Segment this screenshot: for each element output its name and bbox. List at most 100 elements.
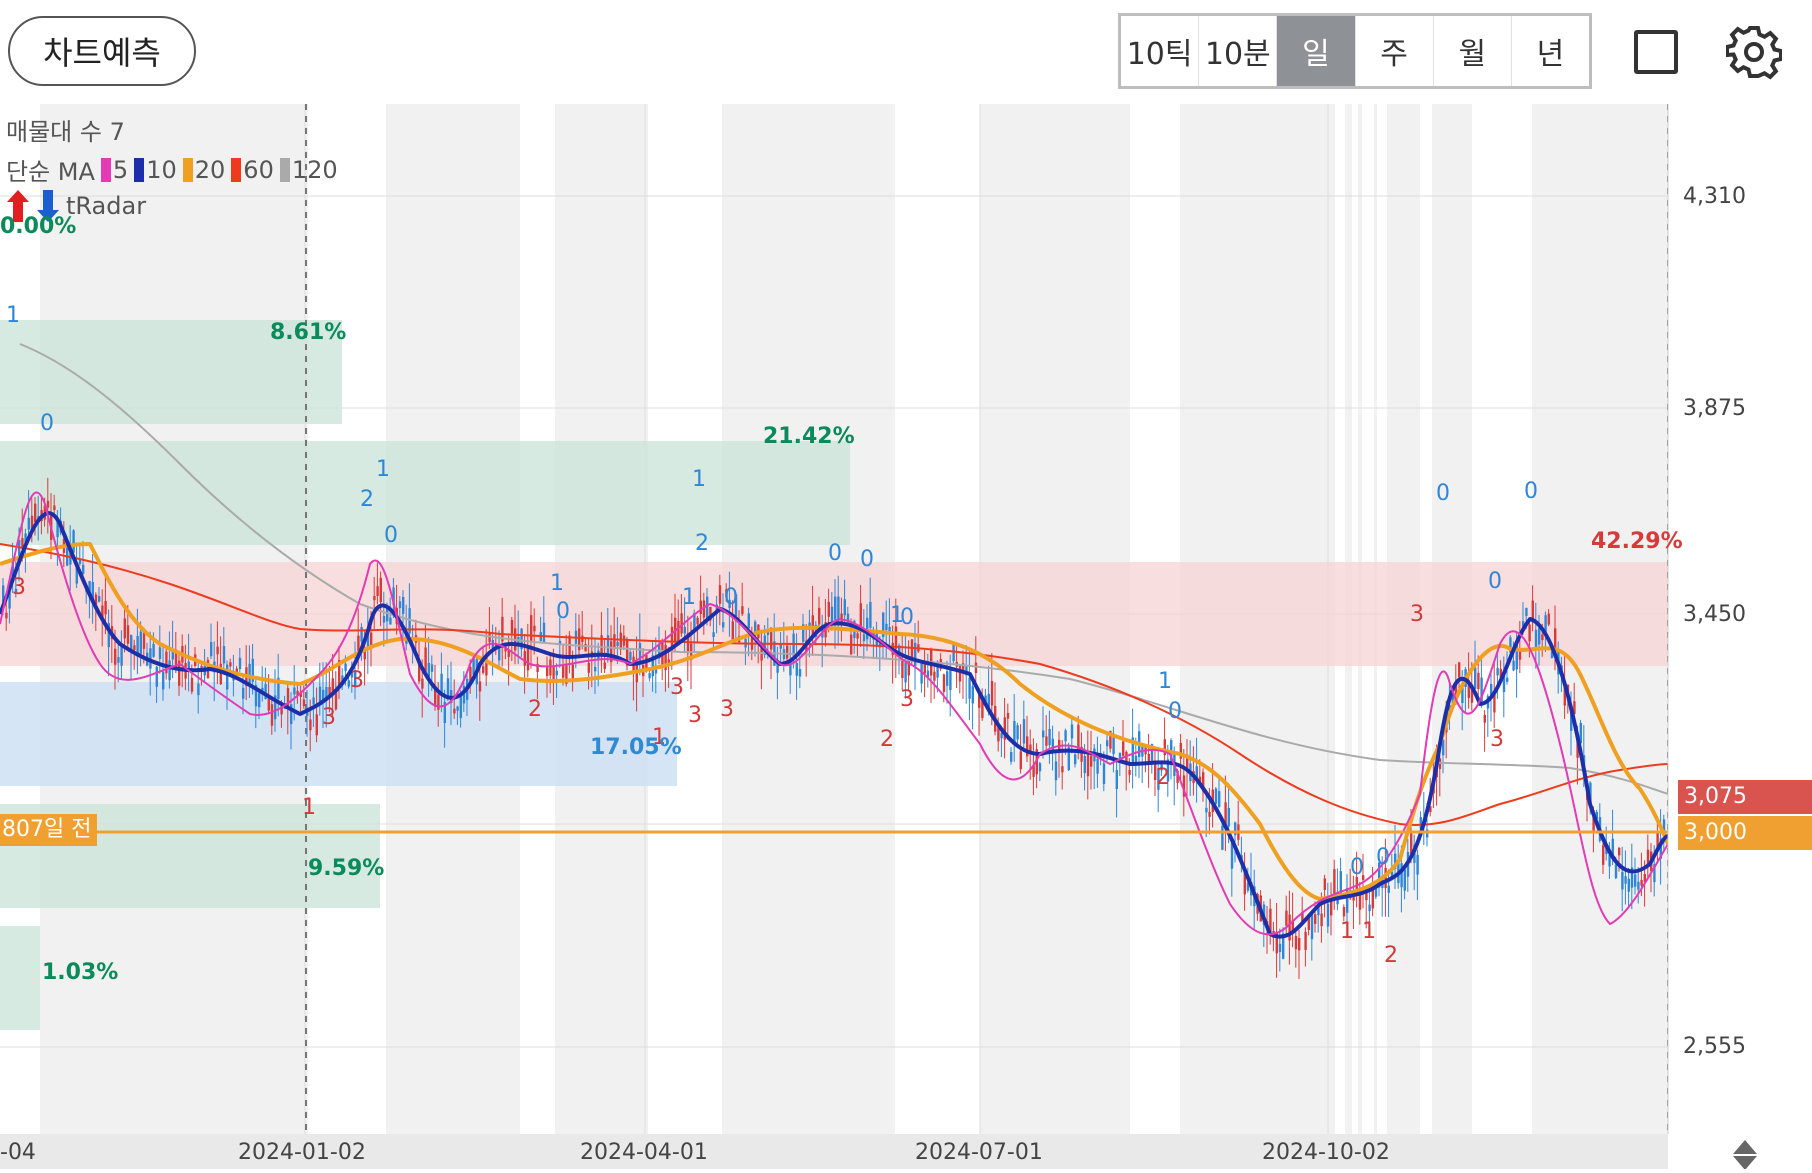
ma-120-swatch [279,157,290,182]
settings-gear-icon[interactable] [1726,24,1782,80]
signal-label: 0 [860,547,874,572]
ma-5-label: 5 [112,155,129,184]
tradar-label: tRadar [66,192,147,220]
candle-body [1496,667,1499,676]
candle-body [1656,830,1659,849]
candle-body [1176,770,1179,783]
candle-body [1160,762,1163,771]
chart-predict-button[interactable]: 차트예측 [8,16,196,86]
candle-body [763,635,766,655]
moving-averages [0,343,1670,939]
date-label-1: -04 [0,1140,36,1165]
fullscreen-square-icon[interactable] [1634,30,1678,74]
signal-label: 1 [1362,919,1376,944]
candle-body [1461,686,1464,704]
candle-body [974,662,978,674]
ma-20-swatch [182,157,193,182]
candle-body [1314,914,1317,924]
tab-daily[interactable]: 일 [1277,16,1356,86]
candle-body [1029,744,1032,754]
tab-monthly[interactable]: 월 [1434,16,1512,86]
price-tick-2: 3,875 [1683,396,1746,421]
candle-body [885,623,888,631]
signal-label: 1 [302,795,316,820]
candle-body [27,517,30,530]
candle-body [309,719,312,731]
tab-10-tick[interactable]: 10틱 [1121,16,1200,86]
candle-body [677,621,680,642]
signal-label: 2 [880,727,894,752]
tab-yearly[interactable]: 년 [1536,37,1565,72]
candle-body [1061,766,1064,773]
candle-body [242,687,245,699]
candle-body [520,628,523,650]
candle-body [334,688,338,710]
candle-body [683,626,686,634]
candle-body [1006,712,1010,719]
candle-body [882,612,885,638]
candle-body [379,577,382,603]
candle-body [1502,670,1506,693]
candle-body [1131,737,1134,764]
candle-body [587,662,590,673]
candle-body [1378,862,1381,888]
candle-body [171,648,174,660]
candle-body [1547,613,1550,625]
tab-10-minute[interactable]: 10분 [1199,16,1278,86]
tab-weekly[interactable]: 주 [1356,16,1434,86]
candle-body [603,662,606,669]
candle-body [21,538,24,549]
candle-body [725,589,728,598]
candle-body [795,662,798,676]
candle-body [549,659,552,676]
candle-body [1659,838,1662,859]
candle-body [446,678,450,696]
candle-body [1070,724,1074,739]
candle-body [914,642,917,667]
candle-body [1301,912,1304,923]
candle-body [1186,754,1189,771]
candle-body [558,640,562,646]
candle-body [1390,871,1394,878]
candle-body [670,626,674,651]
signal-label: 3 [350,668,364,693]
candle-body [779,643,782,649]
candle-body [1010,751,1013,762]
candle-body [1515,643,1518,670]
candle-body [1278,943,1282,953]
candle-body [1246,882,1250,891]
candle-body [1083,756,1086,774]
candle-body [680,613,683,634]
candle-body [219,663,222,685]
candle-body [648,673,651,679]
profile-percent-2: 8.61% [270,320,347,345]
candle-body [1624,876,1627,884]
candle-body [1109,730,1112,749]
signal-label: 3 [322,705,336,730]
candle-body [485,656,488,676]
candle-body [226,664,229,690]
candle-body [482,666,485,673]
candle-body [709,606,712,621]
candle-body [421,678,424,689]
candle-body [571,664,574,681]
axis-scroll-icon[interactable] [1733,1140,1757,1170]
candle-body [904,662,907,683]
candle-body [1429,806,1432,813]
candle-body [1106,740,1109,747]
candle-body [1627,878,1630,892]
candle-body [696,617,699,625]
candle-body [1621,871,1624,890]
signal-label: 3 [12,575,26,600]
candle-body [1150,744,1154,765]
ma-60-line [0,543,1669,826]
candle-body [770,627,773,650]
candle-body [1157,768,1160,790]
candle-body [1086,754,1090,777]
candle-body [987,693,990,713]
candle-body [981,696,984,719]
candle-body [827,601,830,617]
ma-10-swatch [134,157,145,182]
